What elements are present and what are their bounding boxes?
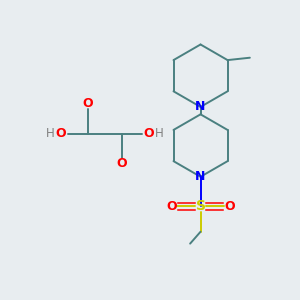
Text: H: H xyxy=(155,127,164,140)
Text: H: H xyxy=(46,127,54,140)
Text: O: O xyxy=(116,157,127,170)
Text: S: S xyxy=(196,200,206,214)
Text: N: N xyxy=(195,100,206,113)
Text: O: O xyxy=(224,200,235,213)
Text: O: O xyxy=(167,200,177,213)
Text: O: O xyxy=(143,127,154,140)
Text: O: O xyxy=(56,127,66,140)
Text: N: N xyxy=(195,170,206,183)
Text: O: O xyxy=(82,98,93,110)
